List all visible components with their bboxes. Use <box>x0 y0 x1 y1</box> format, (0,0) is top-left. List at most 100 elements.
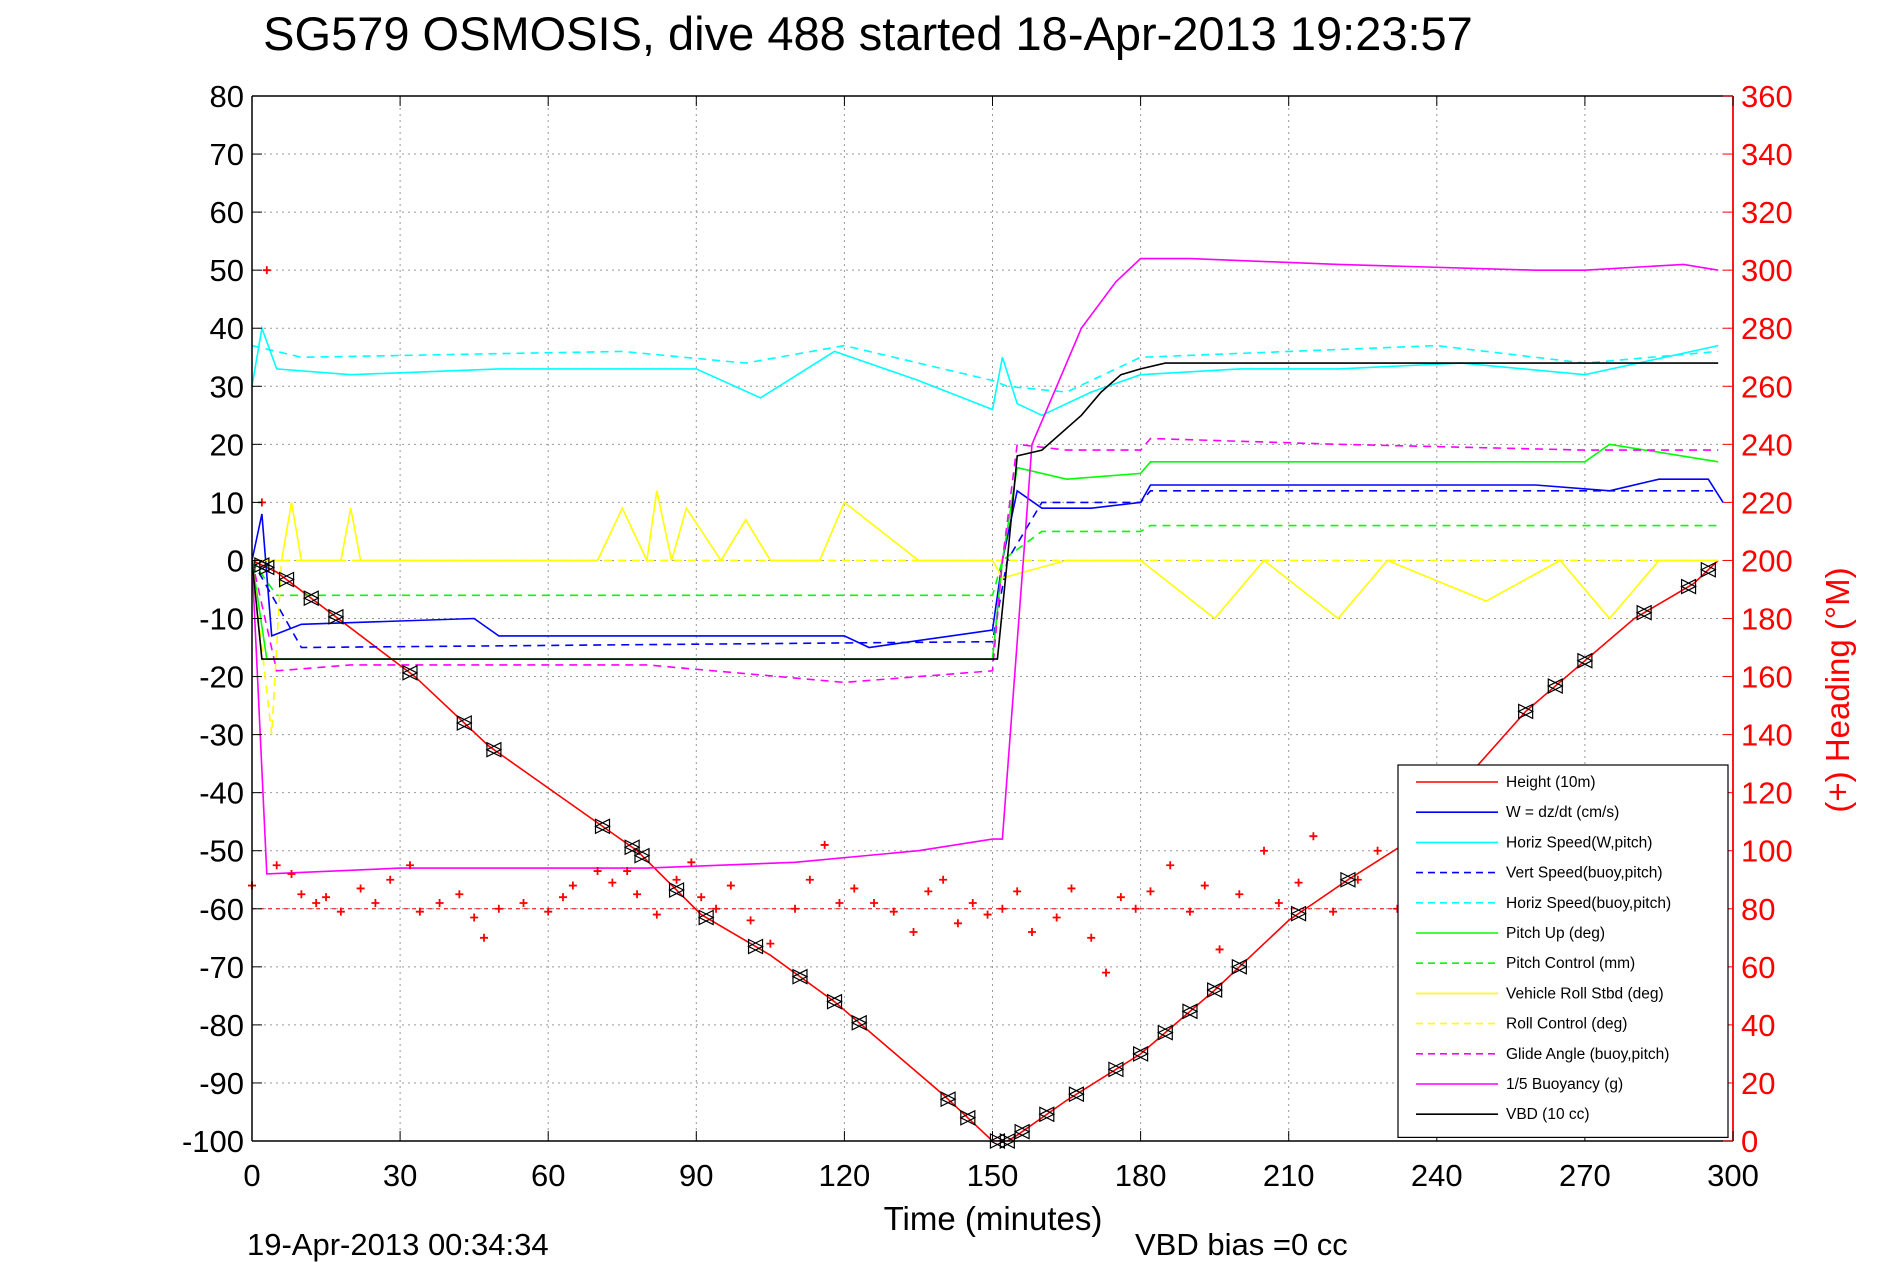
depth-markers <box>253 557 1717 1149</box>
series-w <box>252 478 1724 649</box>
heading-point <box>1087 933 1096 942</box>
legend: Height (10m) W = dz/dt (cm/s) Horiz Speed(… <box>1397 764 1729 1138</box>
heading-point <box>697 893 706 902</box>
series-pitch_ctrl <box>252 524 1719 597</box>
x-tick-label: 120 <box>819 1158 871 1193</box>
depth-marker-left <box>939 1091 956 1108</box>
x-axis-label: Time (minutes) <box>884 1200 1103 1237</box>
depth-marker-left <box>1013 1123 1030 1140</box>
heading-point <box>746 916 755 925</box>
heading-point <box>1166 861 1175 870</box>
heading-point <box>371 898 380 907</box>
depth-marker-left <box>1181 1003 1198 1020</box>
heading-point <box>1274 898 1283 907</box>
axes <box>251 95 1734 1142</box>
heading-point <box>870 898 879 907</box>
heading-point <box>1185 907 1194 916</box>
heading-point <box>519 898 528 907</box>
depth-marker-left <box>1206 982 1223 999</box>
legend-label: Height (10m) <box>1506 774 1596 791</box>
x-tick-label: 270 <box>1559 1158 1611 1193</box>
heading-point <box>791 904 800 913</box>
y2-tick-label: 220 <box>1741 485 1793 520</box>
y2-tick-label: 320 <box>1741 195 1793 230</box>
depth-marker-left <box>1107 1061 1124 1078</box>
depth-marker-left <box>485 741 502 758</box>
depth-marker-left <box>826 993 843 1010</box>
x-tick-label: 300 <box>1707 1158 1759 1193</box>
heading-point <box>1116 893 1125 902</box>
y2-tick-label: 80 <box>1741 892 1775 927</box>
y2-tick-label: 240 <box>1741 427 1793 462</box>
y-tick-label: 10 <box>210 485 244 520</box>
series-roll <box>252 490 1719 620</box>
y-tick-label: -30 <box>199 718 244 753</box>
heading-point <box>593 867 602 876</box>
series-vert_buoy <box>252 489 1719 649</box>
tick-labels: 0 30 60 90 120 150 180 210 240 270 300807060504030… <box>182 79 1793 1193</box>
legend-label: Roll Control (deg) <box>1506 1016 1627 1033</box>
depth-marker-left <box>633 847 650 864</box>
depth-marker-left <box>1068 1086 1085 1103</box>
x-tick-label: 150 <box>967 1158 1019 1193</box>
heading-point <box>1131 904 1140 913</box>
y-tick-label: -50 <box>199 834 244 869</box>
y2-tick-label: 180 <box>1741 602 1793 637</box>
heading-point <box>405 861 414 870</box>
legend-label: Horiz Speed(buoy,pitch) <box>1506 895 1671 912</box>
heading-point <box>805 875 814 884</box>
y-tick-label: 50 <box>210 253 244 288</box>
depth-marker-left <box>791 968 808 985</box>
heading-point <box>272 861 281 870</box>
heading-point <box>850 884 859 893</box>
depth-marker-left <box>455 715 472 731</box>
heading-point <box>415 907 424 916</box>
x-tick-label: 210 <box>1263 1158 1315 1193</box>
heading-point <box>672 875 681 884</box>
x-tick-label: 0 <box>243 1158 260 1193</box>
depth-marker-left <box>1546 678 1563 695</box>
heading-point <box>322 893 331 902</box>
y-tick-label: 70 <box>210 137 244 172</box>
heading-point <box>623 867 632 876</box>
heading-point <box>1294 878 1303 887</box>
heading-point <box>480 933 489 942</box>
heading-point <box>1067 884 1076 893</box>
y2-tick-label: 40 <box>1741 1008 1775 1043</box>
depth-marker-left <box>668 882 685 898</box>
heading-point <box>386 875 395 884</box>
y-tick-label: -90 <box>199 1066 244 1101</box>
y-tick-label: -80 <box>199 1008 244 1043</box>
y2-tick-label: 140 <box>1741 718 1793 753</box>
y2-tick-label: 120 <box>1741 776 1793 811</box>
x-tick-label: 90 <box>679 1158 713 1193</box>
heading-point <box>889 907 898 916</box>
y2-tick-label: 300 <box>1741 253 1793 288</box>
heading-point <box>287 869 296 878</box>
heading-point <box>983 910 992 919</box>
y-tick-label: -10 <box>199 602 244 637</box>
y-tick-label: -70 <box>199 950 244 985</box>
heading-point <box>568 881 577 890</box>
legend-label: Horiz Speed(W,pitch) <box>1506 834 1652 851</box>
y-tick-label: 80 <box>210 79 244 114</box>
depth-marker-left <box>258 559 275 576</box>
series-buoyancy <box>252 257 1719 875</box>
depth-marker-left <box>1517 703 1534 720</box>
depth-marker-left <box>1576 652 1593 669</box>
depth-marker-left <box>327 608 344 625</box>
legend-box <box>1397 764 1729 1138</box>
heading-point <box>262 266 271 275</box>
y-tick-label: 40 <box>210 311 244 346</box>
depth-marker-left <box>959 1109 976 1126</box>
y-tick-label: -20 <box>199 660 244 695</box>
y2-tick-label: 360 <box>1741 79 1793 114</box>
x-tick-label: 60 <box>531 1158 565 1193</box>
heading-point <box>544 907 553 916</box>
vbd-bias-text: VBD bias =0 cc <box>1135 1227 1348 1262</box>
data-lines <box>252 257 1724 1141</box>
heading-point <box>1373 846 1382 855</box>
x-tick-label: 240 <box>1411 1158 1463 1193</box>
legend-label: Vert Speed(buoy,pitch) <box>1506 865 1663 882</box>
